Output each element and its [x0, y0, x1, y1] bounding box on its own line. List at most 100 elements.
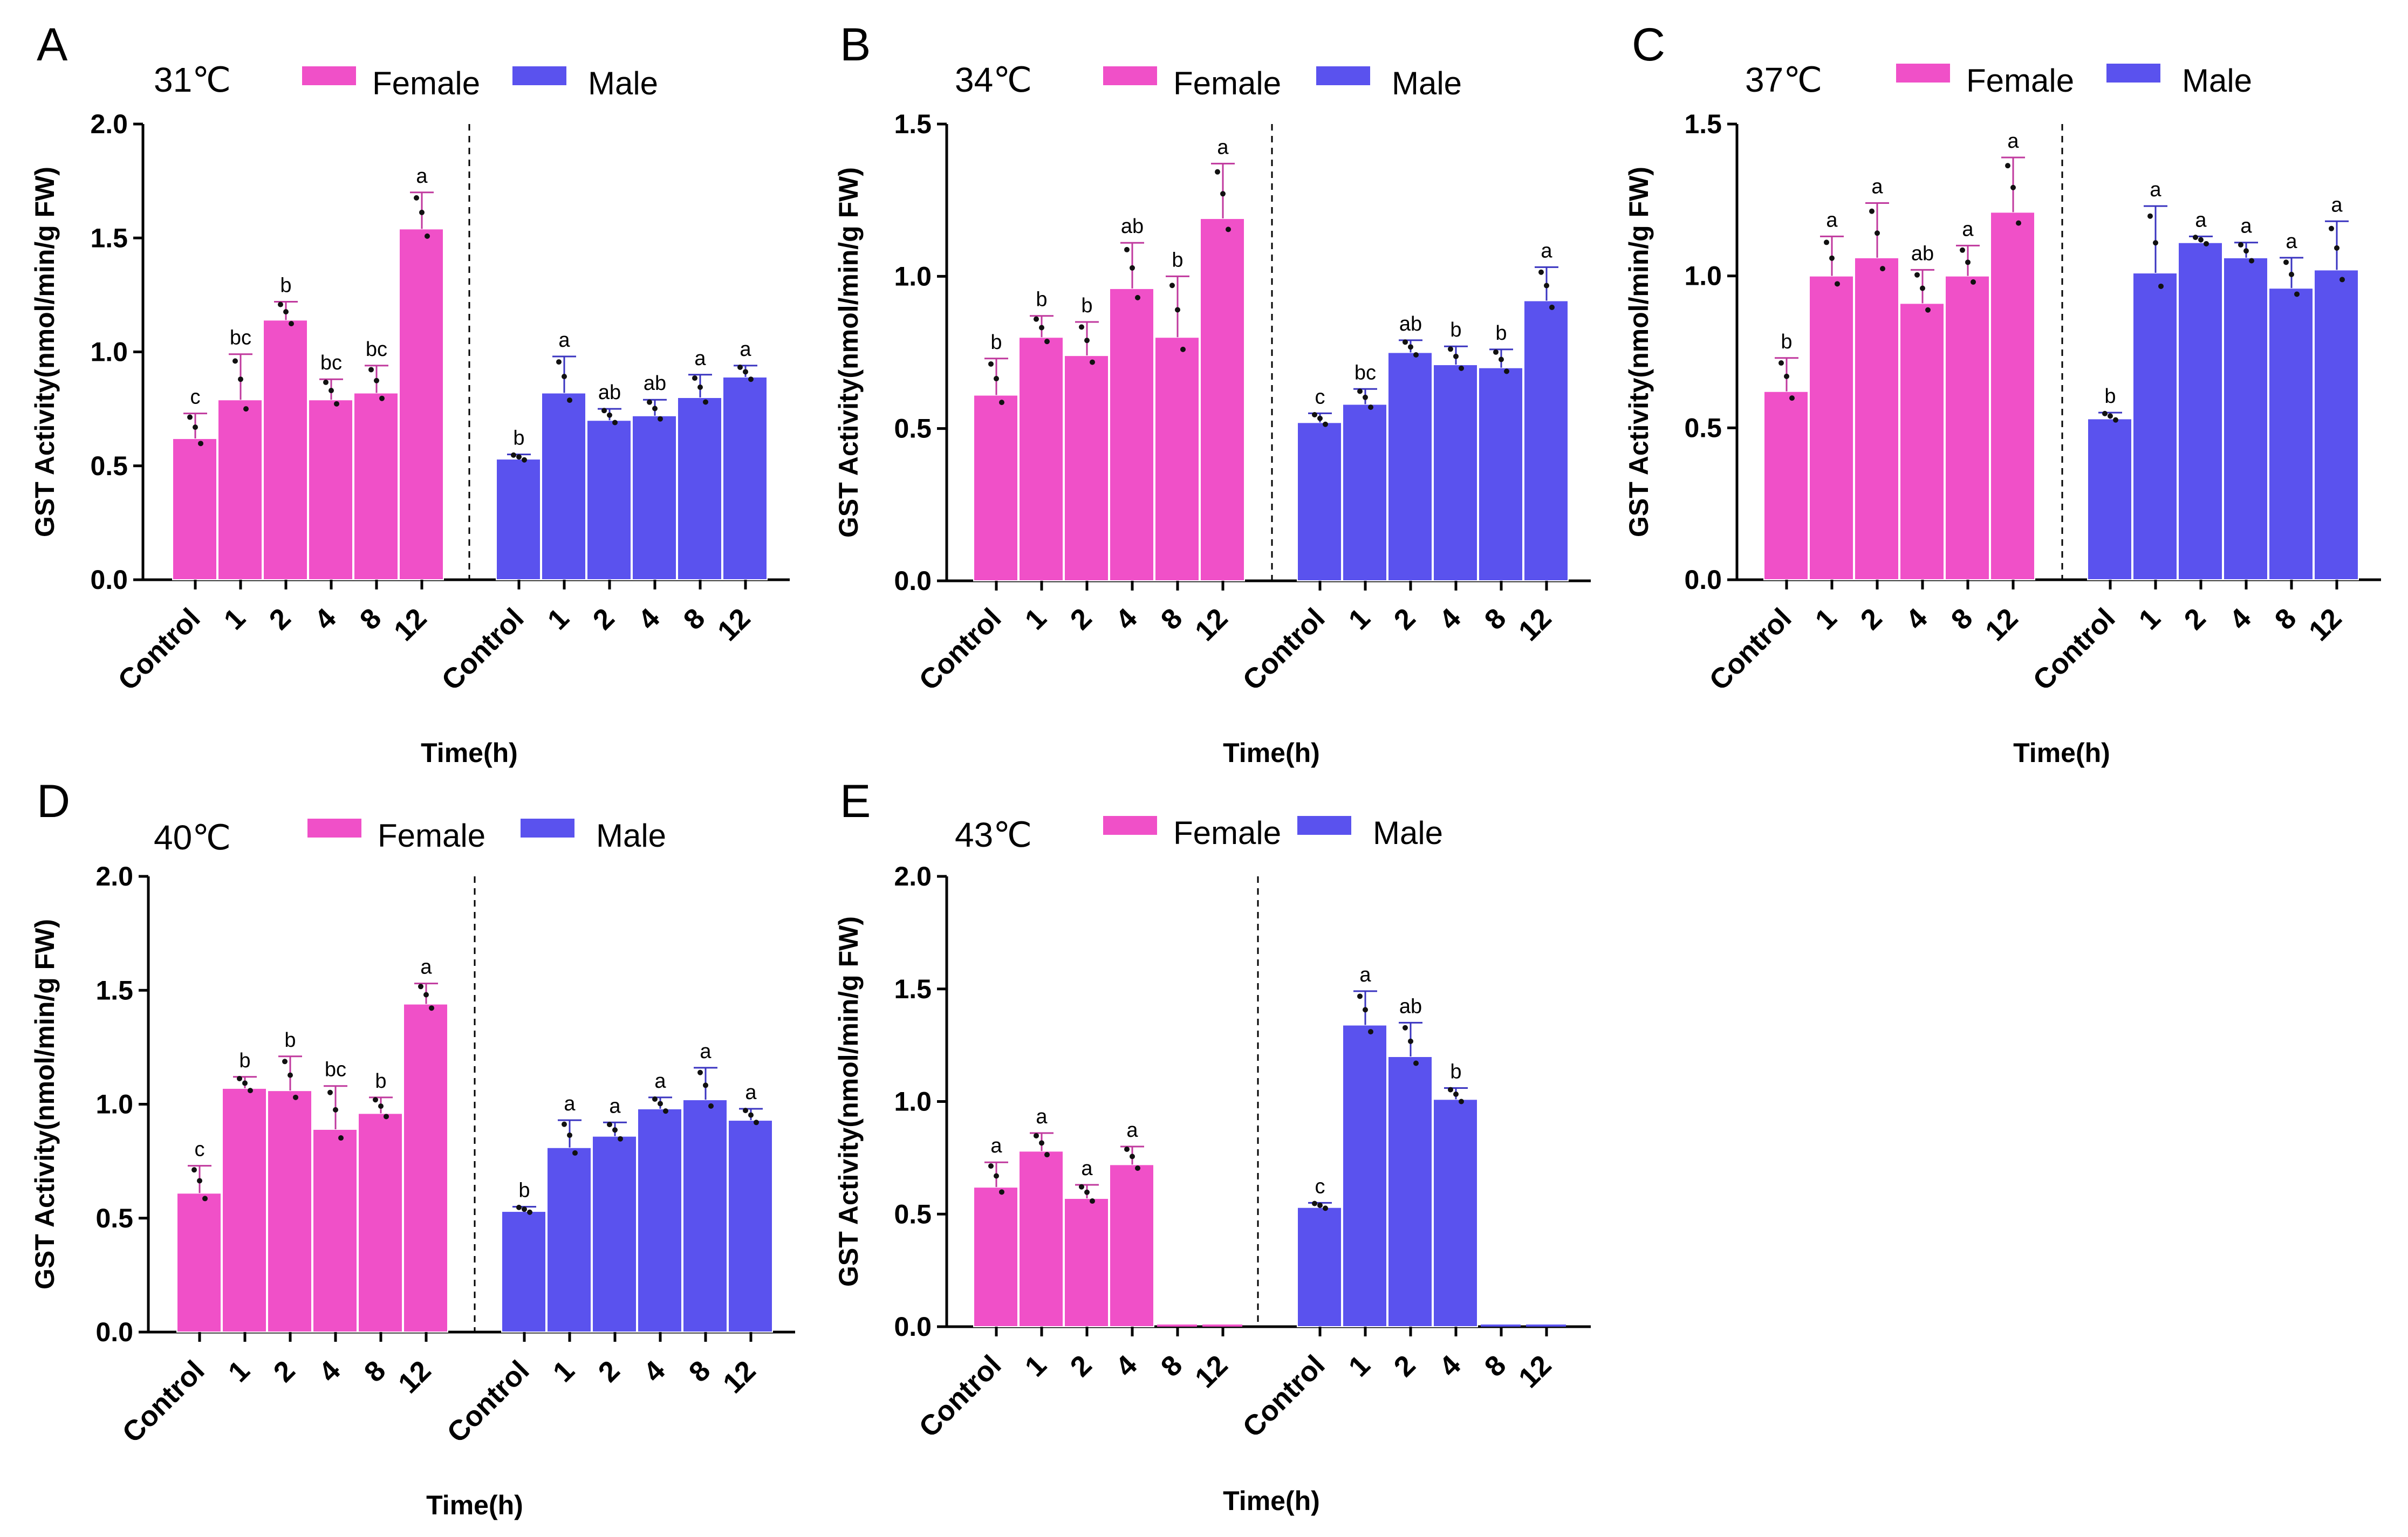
x-tick-label: 2 [268, 1355, 302, 1389]
legend-label-male: Male [1373, 815, 1443, 851]
x-tick-label: 1 [1019, 1349, 1053, 1383]
replicate-point [1363, 394, 1368, 400]
significance-label: b [513, 427, 524, 450]
replicate-point [612, 1127, 618, 1133]
replicate-point [2153, 240, 2158, 246]
significance-label: a [1359, 964, 1371, 986]
replicate-point [1408, 1038, 1413, 1044]
y-tick-label: 1.5 [95, 975, 133, 1005]
replicate-point [334, 401, 339, 407]
x-tick-label: 4 [1110, 1349, 1144, 1383]
replicate-point [1549, 304, 1555, 310]
significance-label: a [564, 1093, 576, 1115]
replicate-point [601, 408, 607, 414]
significance-label: a [1036, 1106, 1048, 1128]
legend-swatch-female [302, 66, 356, 85]
x-tick-label: 2 [2178, 602, 2212, 636]
replicate-point [237, 1075, 242, 1081]
significance-label: bc [1354, 361, 1376, 384]
replicate-point [2193, 235, 2198, 241]
significance-label: b [1172, 249, 1183, 271]
x-tick-label: 4 [1433, 1349, 1467, 1383]
significance-label: c [1315, 1175, 1325, 1198]
replicate-point [743, 369, 748, 375]
replicate-point [607, 1122, 612, 1128]
y-tick-label: 0.0 [95, 1317, 133, 1347]
replicate-point [2334, 245, 2339, 251]
replicate-point [2249, 258, 2254, 264]
x-tick-label: 8 [2269, 602, 2303, 636]
replicate-point [2329, 225, 2334, 231]
replicate-point [243, 406, 249, 412]
significance-label: b [518, 1179, 530, 1202]
replicate-point [1778, 360, 1784, 366]
x-tick-label: 12 [1979, 602, 2024, 647]
significance-label: a [2150, 179, 2161, 201]
replicate-point [1090, 359, 1095, 365]
significance-label: b [1781, 331, 1792, 353]
x-tick-label: 8 [1479, 1349, 1513, 1383]
bar-male-1 [541, 392, 586, 580]
replicate-point [373, 1097, 378, 1103]
significance-label: a [609, 1095, 621, 1117]
significance-label: a [558, 329, 570, 352]
replicate-point [1124, 1147, 1130, 1152]
y-tick-label: 2.0 [95, 861, 133, 891]
significance-label: a [654, 1070, 666, 1093]
replicate-point [1869, 208, 1875, 214]
significance-label: ab [644, 372, 666, 395]
replicate-point [379, 395, 385, 401]
replicate-point [2108, 413, 2113, 419]
bar-female-8 [1154, 337, 1200, 581]
replicate-point [1180, 346, 1186, 352]
replicate-point [1920, 285, 1925, 291]
bar-female-8 [358, 1113, 403, 1333]
replicate-point [1960, 247, 1965, 253]
replicate-point [1317, 1202, 1323, 1208]
x-tick-label: 4 [309, 602, 343, 636]
bar-male-4 [632, 415, 677, 580]
replicate-point [2283, 259, 2289, 265]
x-tick-label: 12 [712, 602, 756, 647]
replicate-point [1323, 1205, 1328, 1211]
temperature-label: 43℃ [955, 815, 1032, 854]
y-axis-title: GST Activity(nmol/min/g FW) [833, 167, 864, 538]
significance-label: b [1450, 319, 1461, 341]
x-tick-label: 8 [678, 602, 712, 636]
replicate-point [1130, 1154, 1135, 1159]
replicate-point [1034, 316, 1039, 322]
bar-male-8 [677, 397, 722, 580]
x-tick-label: 12 [392, 1355, 437, 1399]
replicate-point [988, 361, 994, 367]
bar-male-2 [586, 420, 632, 580]
replicate-point [2005, 163, 2010, 169]
replicate-point [1448, 346, 1453, 352]
replicate-point [1448, 1087, 1453, 1093]
legend-label-female: Female [1966, 63, 2074, 99]
replicate-point [1215, 169, 1220, 175]
bar-female-12 [1990, 211, 2035, 581]
replicate-point [1835, 281, 1840, 287]
replicate-point [1312, 1200, 1317, 1206]
replicate-point [1408, 344, 1413, 350]
replicate-point [1538, 269, 1544, 275]
bar-female-8 [1945, 275, 1990, 580]
replicate-point [1403, 339, 1408, 345]
replicate-point [1044, 1152, 1050, 1158]
x-tick-label: Control [913, 602, 1008, 697]
replicate-point [567, 397, 572, 403]
replicate-point [1824, 239, 1829, 245]
replicate-point [1130, 265, 1135, 271]
x-tick-label: 4 [632, 602, 666, 636]
replicate-point [1220, 191, 1226, 197]
bar-male-2 [1387, 352, 1433, 581]
x-tick-label: 8 [1945, 602, 1979, 636]
bar-female-1 [1018, 337, 1064, 581]
replicate-point [994, 376, 999, 382]
x-axis-title: Time(h) [2013, 738, 2110, 768]
significance-label: b [1495, 322, 1507, 345]
x-tick-label: 12 [717, 1355, 762, 1399]
y-tick-label: 0.0 [1684, 565, 1722, 595]
panel-A: A 31℃ Female Male 0.0 0.5 1.0 1.5 2.0 GST Activit… [30, 19, 790, 768]
bar-male-Control [2087, 418, 2132, 581]
